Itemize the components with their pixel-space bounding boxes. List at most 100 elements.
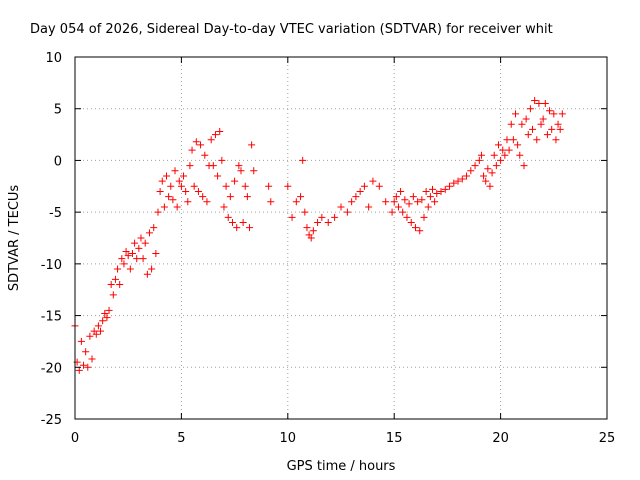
data-point [541, 100, 549, 108]
data-point [501, 151, 509, 159]
data-point [209, 162, 217, 170]
data-point [199, 193, 207, 201]
y-tick-label: 10 [45, 51, 62, 66]
data-point [405, 200, 413, 208]
data-point [241, 182, 249, 190]
y-tick-label: 5 [54, 103, 62, 118]
data-point [122, 247, 130, 255]
data-point [548, 125, 556, 133]
data-point [518, 120, 526, 128]
data-point [488, 169, 496, 177]
data-point [265, 182, 273, 190]
data-point [135, 244, 143, 252]
data-point [211, 131, 219, 139]
data-point [194, 187, 202, 195]
data-point [109, 291, 117, 299]
y-tick-label: -5 [49, 206, 62, 221]
data-point [171, 167, 179, 175]
data-point [97, 327, 105, 335]
data-point [152, 250, 160, 258]
data-point [297, 193, 305, 201]
data-point [480, 172, 488, 180]
data-point [188, 146, 196, 154]
data-point [446, 182, 454, 190]
data-point [207, 136, 215, 144]
y-tick-label: -10 [41, 258, 62, 273]
data-point [139, 255, 147, 263]
data-point [307, 234, 315, 242]
data-point [128, 250, 136, 258]
data-point [441, 185, 449, 193]
data-point [292, 198, 300, 206]
data-point [235, 162, 243, 170]
axis-ticks: 0 5 10 15 20 25 -25 -20 -15 -10 -5 0 5 10 [41, 51, 616, 446]
data-point [314, 218, 322, 226]
data-point [216, 127, 224, 135]
data-point [486, 182, 494, 190]
data-point [414, 198, 422, 206]
data-point [133, 255, 141, 263]
data-point [237, 167, 245, 175]
data-point [543, 131, 551, 139]
data-point [284, 182, 292, 190]
data-point [550, 110, 558, 118]
data-point [288, 213, 296, 221]
data-point [524, 131, 532, 139]
data-point [173, 203, 181, 211]
data-point [431, 198, 439, 206]
data-point [101, 310, 109, 318]
data-point [145, 229, 153, 237]
grid-lines [75, 57, 607, 419]
data-point [186, 162, 194, 170]
data-point [190, 182, 198, 190]
data-point [154, 208, 162, 216]
data-point [148, 265, 156, 273]
data-point [533, 136, 541, 144]
data-point [382, 198, 390, 206]
data-point [535, 100, 543, 108]
data-point [484, 165, 492, 173]
data-point [348, 198, 356, 206]
data-point [352, 193, 360, 201]
data-point [124, 252, 132, 260]
data-point [411, 224, 419, 232]
data-point [94, 322, 102, 330]
data-point [99, 317, 107, 325]
data-point [163, 172, 171, 180]
data-point [388, 208, 396, 216]
data-point [492, 162, 500, 170]
data-point [418, 196, 426, 204]
data-point [539, 115, 547, 123]
data-point [463, 172, 471, 180]
data-point [458, 175, 466, 183]
data-point [407, 218, 415, 226]
data-point [392, 193, 400, 201]
data-point [111, 275, 119, 283]
data-point [107, 281, 115, 289]
data-point [167, 182, 175, 190]
data-point [471, 162, 479, 170]
data-point [416, 227, 424, 235]
data-point [197, 141, 205, 149]
data-point [511, 110, 519, 118]
data-point [526, 105, 534, 113]
data-point [403, 213, 411, 221]
data-point [546, 107, 554, 115]
data-point [92, 330, 100, 338]
data-point [409, 193, 417, 201]
y-tick-label: -15 [41, 310, 62, 325]
data-point [505, 146, 513, 154]
x-axis-label: GPS time / hours [287, 459, 396, 474]
data-point [226, 193, 234, 201]
data-point [537, 120, 545, 128]
data-point [450, 179, 458, 187]
data-point [433, 190, 441, 198]
data-point [520, 162, 528, 170]
data-point [77, 337, 85, 345]
data-point [558, 110, 566, 118]
data-point [490, 151, 498, 159]
data-point [137, 234, 145, 242]
data-point [394, 203, 402, 211]
data-point [214, 172, 222, 180]
